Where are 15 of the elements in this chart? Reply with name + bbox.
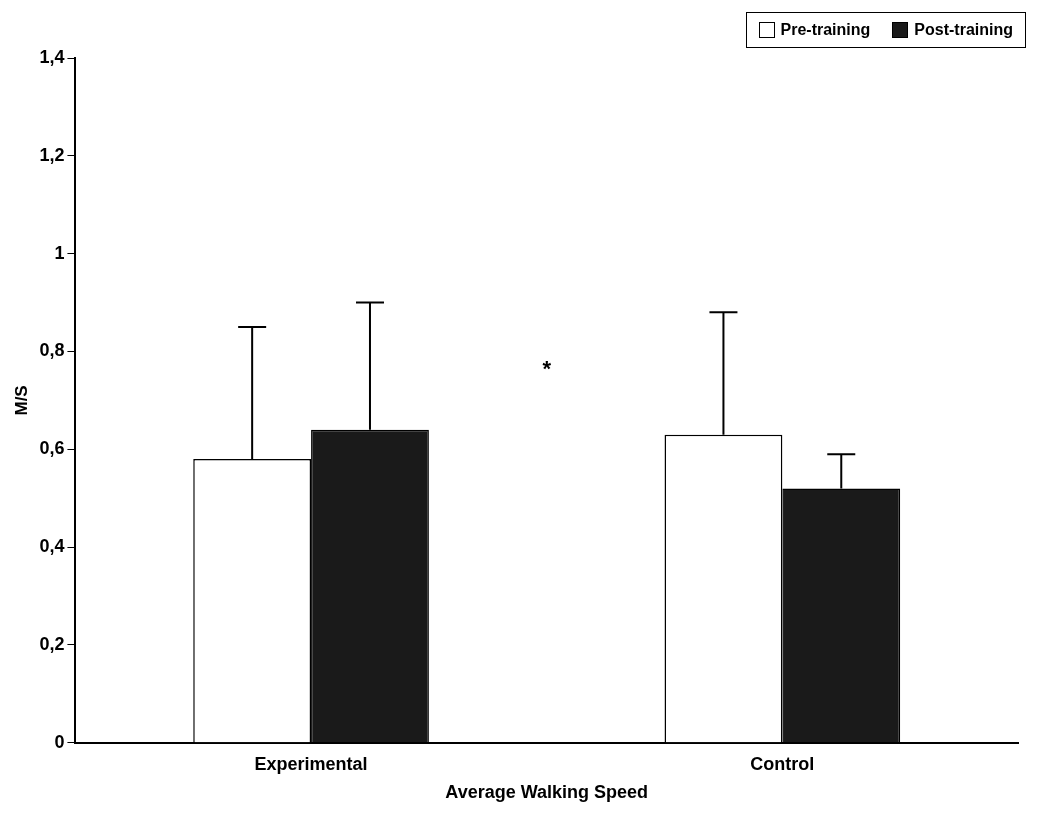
y-tick-label: 1,2 [39, 144, 65, 165]
x-axis-title: Average Walking Speed [445, 782, 649, 803]
y-tick-label: 0,4 [39, 536, 65, 557]
annotation: * [542, 356, 552, 382]
text: Pre-training [780, 21, 871, 39]
x-tick-label: Control [750, 753, 815, 774]
y-tick-label: 0 [54, 731, 65, 752]
x-tick-label: Experimental [254, 753, 368, 774]
y-tick-label: 0,2 [39, 633, 65, 654]
legend-label: Post-training [914, 21, 1013, 39]
y-tick-label: 0,8 [39, 340, 65, 361]
y-tick-label: 1 [54, 242, 65, 263]
y-tick-label: 0,6 [39, 438, 65, 459]
y-axis-title: M/S [11, 385, 31, 416]
y-tick-label: 1,4 [39, 46, 65, 67]
